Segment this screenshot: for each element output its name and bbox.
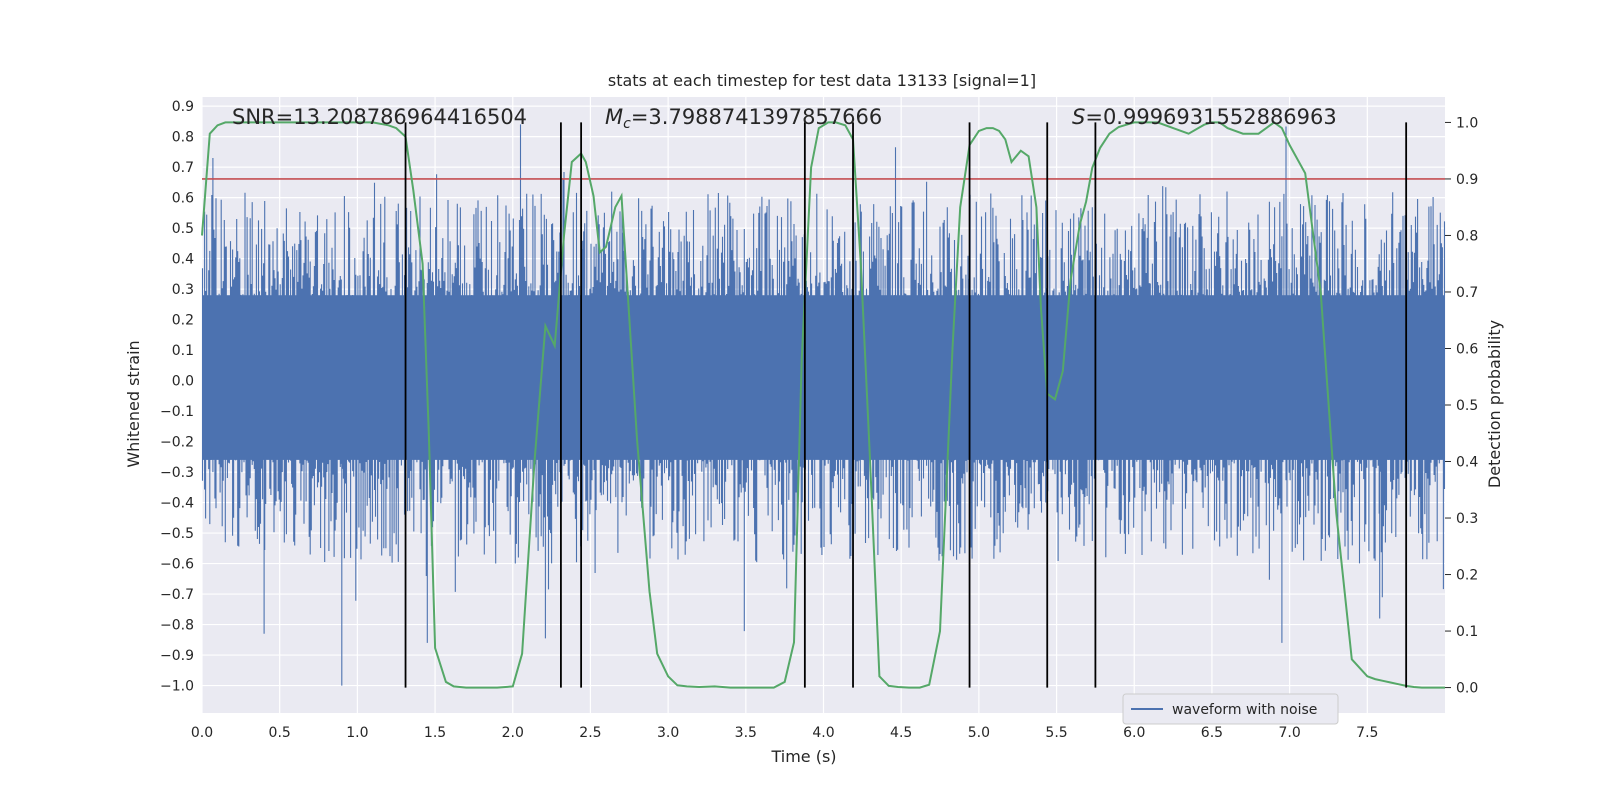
y-right-tick-label: 0.7 xyxy=(1456,285,1478,301)
x-tick-label: 5.0 xyxy=(968,725,990,741)
x-tick-label: 4.5 xyxy=(890,725,912,741)
y-left-tick-label: −0.9 xyxy=(160,648,194,664)
legend: waveform with noise xyxy=(1122,693,1339,725)
y-left-tick-label: 0.2 xyxy=(172,313,194,329)
legend-box xyxy=(1122,693,1339,725)
y-left-tick-label: −0.6 xyxy=(160,557,194,573)
y-right-tick-labels: 1.0 0.9 0.8 0.7 0.6 0.5 0.4 0.3 0.2 0.1 0.0 xyxy=(1445,115,1478,697)
y-left-tick-label: −0.8 xyxy=(160,618,194,634)
x-tick-label: 1.5 xyxy=(424,725,446,741)
x-tick-label: 7.5 xyxy=(1356,725,1378,741)
s-symbol: S xyxy=(1072,105,1085,129)
y-left-tick-label: 0.7 xyxy=(172,160,194,176)
y-left-tick-label: −0.3 xyxy=(160,465,194,481)
legend-label: waveform with noise xyxy=(1172,702,1317,718)
chirp-mass-annotation: Mc=3.7988741397857666 xyxy=(605,105,882,132)
waveform-layer xyxy=(201,124,1446,686)
y-left-tick-labels: 0.9 0.8 0.7 0.6 0.5 0.4 0.3 0.2 0.1 0.0 −0.1 −0.2 −0… xyxy=(160,99,194,694)
mc-symbol: M xyxy=(605,105,623,129)
chart-title: stats at each timestep for test data 131… xyxy=(608,71,1036,90)
x-tick-label: 3.0 xyxy=(657,725,679,741)
x-tick-labels: 0.0 0.5 1.0 1.5 2.0 2.5 3.0 3.5 4.0 4.5 5.0 5.5 6.0 6… xyxy=(191,725,1379,741)
y-left-tick-label: −0.4 xyxy=(160,496,194,512)
y-right-tick-label: 0.0 xyxy=(1456,681,1478,697)
y-right-tick-label: 0.3 xyxy=(1456,511,1478,527)
y-right-tick-label: 0.4 xyxy=(1456,455,1478,471)
y-left-tick-label: 0.9 xyxy=(172,99,194,115)
y-left-tick-label: −0.5 xyxy=(160,526,194,542)
x-tick-label: 6.0 xyxy=(1123,725,1145,741)
y-right-axis-label: Detection probability xyxy=(1485,320,1504,488)
y-left-tick-label: −1.0 xyxy=(160,679,194,695)
y-left-tick-label: 0.3 xyxy=(172,282,194,298)
x-tick-label: 2.0 xyxy=(502,725,524,741)
waveform-series xyxy=(201,124,1446,686)
mc-value: =3.7988741397857666 xyxy=(631,105,882,129)
y-left-tick-label: 0.6 xyxy=(172,191,194,207)
y-right-tick-label: 1.0 xyxy=(1456,115,1478,131)
probability-series xyxy=(201,121,1445,689)
y-left-tick-label: −0.2 xyxy=(160,435,194,451)
s-annotation: S=0.9996931552886963 xyxy=(1072,105,1337,129)
x-tick-label: 7.0 xyxy=(1278,725,1300,741)
mc-subscript: c xyxy=(623,116,631,132)
x-tick-label: 3.5 xyxy=(735,725,757,741)
s-value: =0.9996931552886963 xyxy=(1085,105,1336,129)
y-left-tick-label: 0.5 xyxy=(172,221,194,237)
x-axis-label: Time (s) xyxy=(770,747,836,766)
vertical-lines xyxy=(404,122,1408,688)
y-right-tick-label: 0.5 xyxy=(1456,398,1478,414)
y-left-tick-label: 0.4 xyxy=(172,252,194,268)
y-right-tick-label: 0.9 xyxy=(1456,172,1478,188)
x-tick-label: 5.5 xyxy=(1045,725,1067,741)
x-tick-label: 1.0 xyxy=(346,725,368,741)
y-right-tick-label: 0.8 xyxy=(1456,228,1478,244)
x-tick-label: 4.0 xyxy=(812,725,834,741)
y-left-tick-label: 0.0 xyxy=(172,374,194,390)
y-right-tick-label: 0.2 xyxy=(1456,568,1478,584)
x-tick-label: 0.0 xyxy=(191,725,213,741)
y-left-tick-label: −0.7 xyxy=(160,587,194,603)
x-tick-label: 2.5 xyxy=(579,725,601,741)
y-left-tick-label: 0.8 xyxy=(172,130,194,146)
x-tick-label: 6.5 xyxy=(1201,725,1223,741)
snr-annotation: SNR=13.208786964416504 xyxy=(232,105,527,129)
x-tick-label: 0.5 xyxy=(269,725,291,741)
probability-layer xyxy=(201,121,1445,689)
y-left-tick-label: −0.1 xyxy=(160,404,194,420)
y-left-axis-label: Whitened strain xyxy=(124,340,143,467)
y-left-tick-label: 0.1 xyxy=(172,343,194,359)
y-right-tick-label: 0.6 xyxy=(1456,341,1478,357)
y-right-tick-label: 0.1 xyxy=(1456,624,1478,640)
